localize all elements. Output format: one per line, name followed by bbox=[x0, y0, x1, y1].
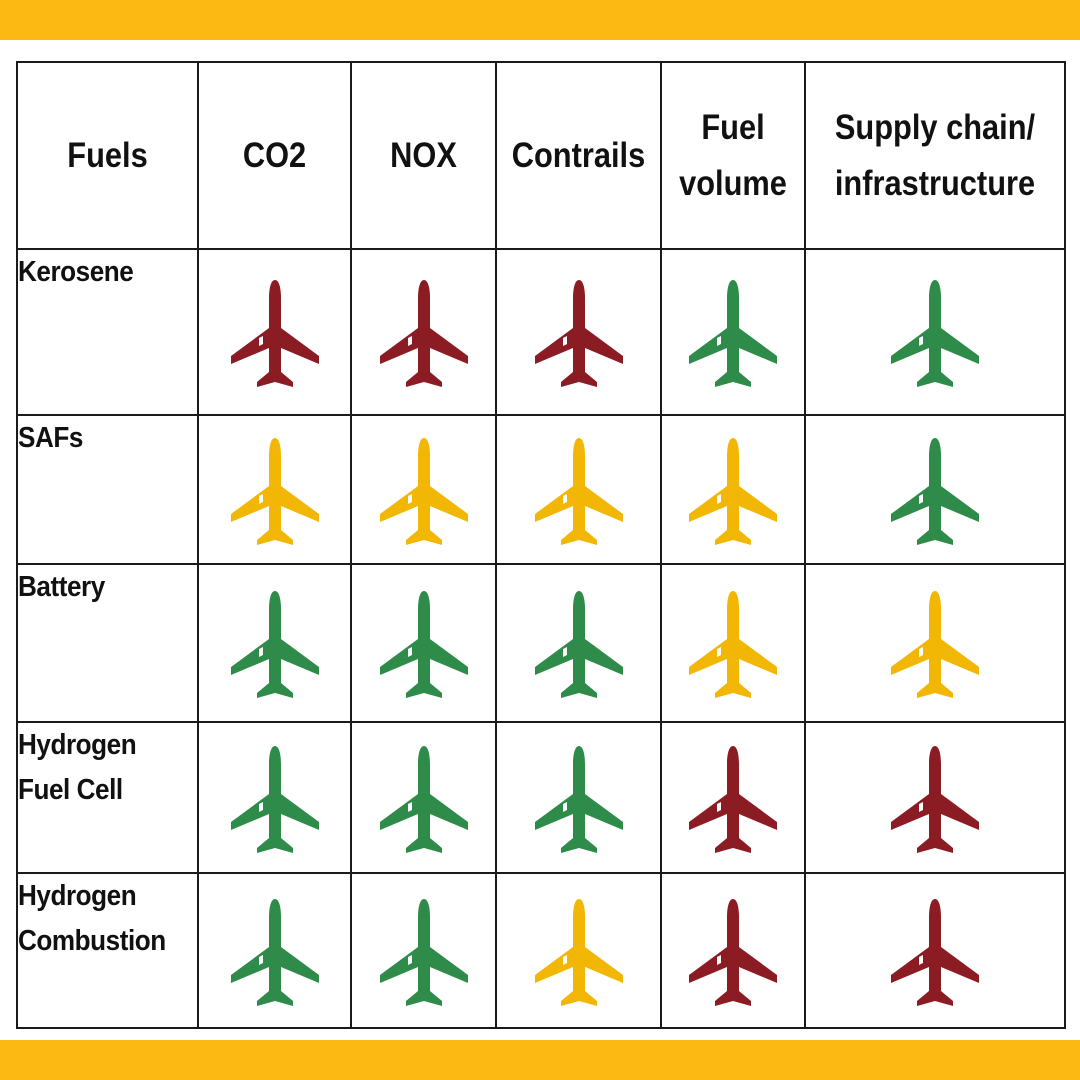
airplane-icon bbox=[379, 437, 468, 545]
airplane-icon bbox=[891, 437, 979, 545]
table-row: Hydrogen Combustion bbox=[16, 872, 1066, 1029]
airplane-icon bbox=[534, 898, 623, 1006]
rating-cell bbox=[660, 563, 806, 723]
row-label-line: Battery bbox=[18, 571, 105, 603]
airplane-icon bbox=[534, 280, 623, 387]
rating-cell bbox=[350, 721, 497, 874]
airplane-icon bbox=[534, 437, 623, 545]
row-label-line: Kerosene bbox=[18, 256, 134, 288]
airplane-icon bbox=[534, 591, 623, 698]
rating-cell bbox=[197, 248, 352, 416]
rating-cell bbox=[804, 563, 1066, 723]
rating-cell bbox=[660, 872, 806, 1029]
table-row: SAFs bbox=[16, 414, 1066, 565]
bottom-banner bbox=[0, 1040, 1080, 1080]
rating-cell bbox=[350, 414, 497, 565]
row-label-line: SAFs bbox=[18, 422, 83, 454]
airplane-icon bbox=[689, 437, 777, 545]
airplane-icon bbox=[891, 280, 979, 387]
airplane-icon bbox=[689, 898, 777, 1006]
header-supply-chain: Supply chain/ infrastructure bbox=[819, 61, 1051, 250]
row-label-line: Hydrogen bbox=[18, 729, 137, 761]
rating-cell bbox=[495, 414, 662, 565]
airplane-icon bbox=[689, 280, 777, 387]
rating-cell bbox=[804, 721, 1066, 874]
rating-cell bbox=[495, 563, 662, 723]
row-label: SAFs bbox=[16, 414, 199, 565]
airplane-icon bbox=[891, 898, 979, 1006]
airplane-icon bbox=[379, 591, 468, 698]
header-nox: NOX bbox=[358, 61, 489, 250]
rating-cell bbox=[197, 414, 352, 565]
row-label-line: Hydrogen bbox=[18, 880, 137, 912]
rating-cell bbox=[197, 721, 352, 874]
rating-cell bbox=[350, 248, 497, 416]
airplane-icon bbox=[230, 280, 319, 387]
header-fuel-volume: Fuel volume bbox=[668, 61, 798, 250]
airplane-icon bbox=[891, 591, 979, 698]
rating-cell bbox=[350, 872, 497, 1029]
header-co2: CO2 bbox=[206, 61, 343, 250]
rating-cell bbox=[804, 414, 1066, 565]
rating-cell bbox=[197, 563, 352, 723]
row-label: Battery bbox=[16, 563, 199, 723]
airplane-icon bbox=[534, 745, 623, 853]
header-contrails: Contrails bbox=[505, 61, 652, 250]
rating-cell bbox=[660, 414, 806, 565]
airplane-icon bbox=[230, 437, 319, 545]
table-row: Battery bbox=[16, 563, 1066, 723]
top-banner bbox=[0, 0, 1080, 40]
airplane-icon bbox=[379, 280, 468, 387]
airplane-icon bbox=[891, 745, 979, 853]
airplane-icon bbox=[230, 591, 319, 698]
header-fuels: Fuels bbox=[26, 61, 189, 250]
airplane-icon bbox=[379, 898, 468, 1006]
row-label: Kerosene bbox=[16, 248, 199, 416]
fuel-comparison-table: Fuels CO2 NOX Contrails Fuel volume Supp… bbox=[16, 61, 1066, 1029]
airplane-icon bbox=[230, 898, 319, 1006]
rating-cell bbox=[660, 248, 806, 416]
table-row: Kerosene bbox=[16, 248, 1066, 416]
table-row: Hydrogen Fuel Cell bbox=[16, 721, 1066, 874]
row-label-line: Fuel Cell bbox=[18, 774, 123, 806]
rating-cell bbox=[350, 563, 497, 723]
rating-cell bbox=[197, 872, 352, 1029]
rating-cell bbox=[804, 872, 1066, 1029]
airplane-icon bbox=[230, 745, 319, 853]
header-row: Fuels CO2 NOX Contrails Fuel volume Supp… bbox=[17, 61, 1065, 250]
airplane-icon bbox=[689, 745, 777, 853]
row-label-line: Combustion bbox=[18, 925, 166, 957]
row-label: Hydrogen Combustion bbox=[16, 872, 199, 1029]
rating-cell bbox=[495, 721, 662, 874]
airplane-icon bbox=[689, 591, 777, 698]
rating-cell bbox=[660, 721, 806, 874]
airplane-icon bbox=[379, 745, 468, 853]
row-label: Hydrogen Fuel Cell bbox=[16, 721, 199, 874]
rating-cell bbox=[804, 248, 1066, 416]
rating-cell bbox=[495, 248, 662, 416]
rating-cell bbox=[495, 872, 662, 1029]
